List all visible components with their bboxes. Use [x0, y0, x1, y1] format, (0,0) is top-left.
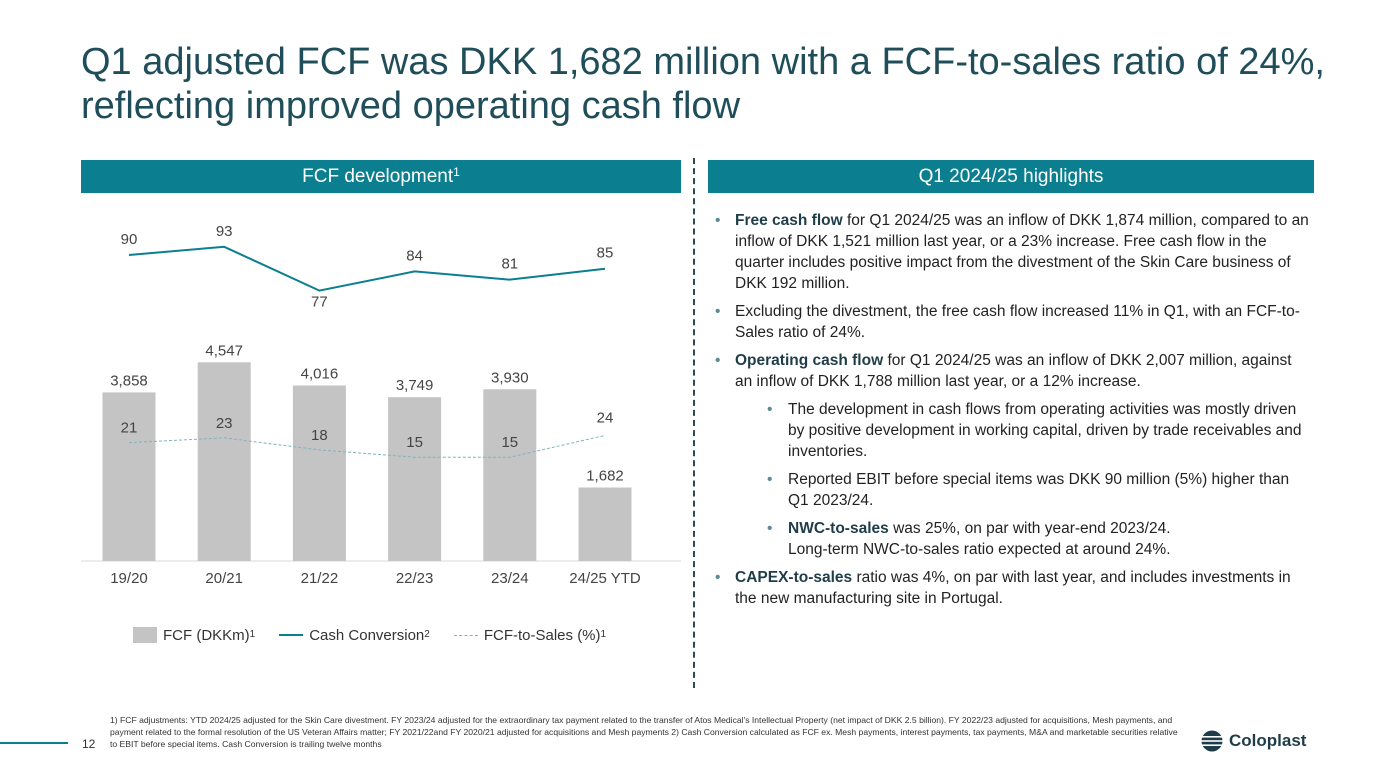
bullet-icon: • — [715, 352, 721, 369]
highlight-text: ratio was 4%, on par with last year, and… — [735, 569, 1291, 607]
highlight-text-line-2: Long-term NWC-to-sales ratio expected at… — [788, 541, 1171, 558]
highlight-subitem: • The development in cash flows from ope… — [712, 399, 1312, 462]
legend-label-cash-conversion: Cash Conversion — [309, 626, 425, 644]
fcf-bar-label: 4,547 — [205, 342, 243, 359]
fcf-development-header-label: FCF development — [302, 166, 454, 187]
cash-conversion-label: 93 — [216, 223, 233, 240]
fcf-bar-label: 3,858 — [110, 372, 148, 389]
cash-conversion-label: 84 — [406, 247, 423, 264]
legend-swatch-dashed-line — [453, 634, 478, 636]
bullet-icon: • — [715, 212, 721, 229]
logo-text: Coloplast — [1229, 731, 1307, 750]
fcf-to-sales-label: 24 — [597, 409, 614, 426]
x-tick-label: 22/23 — [396, 570, 434, 587]
x-tick-label: 23/24 — [491, 570, 529, 587]
legend-item-cash-conversion: Cash Conversion 2 — [279, 627, 430, 644]
chart-legend: FCF (DKKm) 1 Cash Conversion 2 FCF-to-Sale… — [133, 624, 630, 646]
highlight-text: Excluding the divestment, the free cash … — [735, 303, 1300, 341]
footnote: 1) FCF adjustments: YTD 2024/25 adjusted… — [110, 715, 1178, 749]
highlight-text: was 25%, on par with year-end 2023/24. — [888, 520, 1171, 537]
page-number: 12 — [82, 737, 96, 751]
x-tick-label: 24/25 YTD — [569, 570, 641, 587]
highlight-subitem: • NWC-to-sales was 25%, on par with year… — [712, 518, 1312, 560]
fcf-to-sales-label: 15 — [501, 434, 518, 451]
highlight-item: • Free cash flow for Q1 2024/25 was an i… — [712, 210, 1312, 294]
fcf-bar — [292, 385, 346, 561]
fcf-bar — [197, 362, 251, 561]
highlight-text: Reported EBIT before special items was D… — [788, 471, 1290, 509]
highlight-bold: NWC-to-sales — [788, 520, 889, 537]
footer-accent-line — [0, 742, 68, 744]
title-line-1: Q1 adjusted FCF was DKK 1,682 million wi… — [81, 41, 1325, 83]
panel-divider — [693, 158, 695, 688]
fcf-bar — [388, 397, 442, 561]
fcf-bar-label: 4,016 — [301, 366, 339, 383]
fcf-bar-label: 1,682 — [586, 467, 624, 484]
coloplast-logo-icon — [1201, 730, 1223, 752]
highlights-header: Q1 2024/25 highlights — [708, 160, 1314, 193]
bullet-icon: • — [767, 520, 773, 537]
fcf-development-header-sup: 1 — [453, 165, 460, 179]
highlight-bold: Operating cash flow — [735, 352, 884, 369]
legend-swatch-bar — [133, 627, 157, 643]
cash-conversion-label: 81 — [501, 256, 518, 273]
legend-item-fcf-to-sales: FCF-to-Sales (%) 1 — [453, 626, 606, 644]
legend-label-fcf-to-sales: FCF-to-Sales (%) — [483, 626, 601, 644]
highlight-bold: CAPEX-to-sales — [735, 569, 853, 586]
x-tick-label: 21/22 — [301, 570, 339, 587]
bullet-icon: • — [767, 471, 773, 488]
fcf-to-sales-label: 21 — [121, 420, 138, 437]
fcf-to-sales-label: 15 — [406, 434, 423, 451]
legend-item-fcf: FCF (DKKm) 1 — [133, 627, 255, 644]
fcf-to-sales-label: 23 — [216, 415, 233, 432]
fcf-bar-label: 3,749 — [396, 377, 434, 394]
highlight-item: • CAPEX-to-sales ratio was 4%, on par wi… — [712, 567, 1312, 609]
bullet-icon: • — [715, 303, 721, 320]
cash-conversion-label: 85 — [597, 245, 614, 262]
fcf-bar — [578, 487, 632, 561]
fcf-development-header: FCF development1 — [81, 160, 681, 193]
fcf-bar — [483, 389, 537, 561]
fcf-to-sales-label: 18 — [311, 427, 328, 444]
fcf-chart: 3,858 19/20 4,547 20/21 4,016 21/22 3,749 22/23… — [81, 223, 681, 587]
bullet-icon: • — [767, 401, 773, 418]
cash-conversion-label: 90 — [121, 231, 138, 248]
highlight-text: The development in cash flows from opera… — [788, 401, 1302, 460]
x-tick-label: 19/20 — [110, 570, 148, 587]
highlight-text: for Q1 2024/25 was an inflow of DKK 2,00… — [735, 352, 1292, 390]
x-tick-label: 20/21 — [205, 570, 243, 587]
cash-conversion-line — [128, 245, 606, 292]
page-title: Q1 adjusted FCF was DKK 1,682 million wi… — [81, 40, 1341, 128]
highlights-header-label: Q1 2024/25 highlights — [918, 166, 1104, 187]
highlight-item: • Excluding the divestment, the free cas… — [712, 301, 1312, 343]
fcf-bar-label: 3,930 — [491, 369, 529, 386]
bullet-icon: • — [715, 569, 721, 586]
highlight-item: • Operating cash flow for Q1 2024/25 was… — [712, 350, 1312, 392]
highlight-text: for Q1 2024/25 was an inflow of DKK 1,87… — [735, 212, 1309, 292]
highlight-subitem: • Reported EBIT before special items was… — [712, 469, 1312, 511]
highlights-list: • Free cash flow for Q1 2024/25 was an i… — [712, 210, 1312, 616]
cash-conversion-label: 77 — [311, 294, 328, 311]
coloplast-logo: Coloplast — [1201, 730, 1306, 752]
title-line-2: reflecting improved operating cash flow — [81, 85, 741, 127]
highlight-bold: Free cash flow — [735, 212, 843, 229]
fcf-bar — [102, 392, 156, 561]
legend-swatch-line — [279, 634, 304, 636]
legend-label-fcf: FCF (DKKm) — [163, 626, 250, 644]
